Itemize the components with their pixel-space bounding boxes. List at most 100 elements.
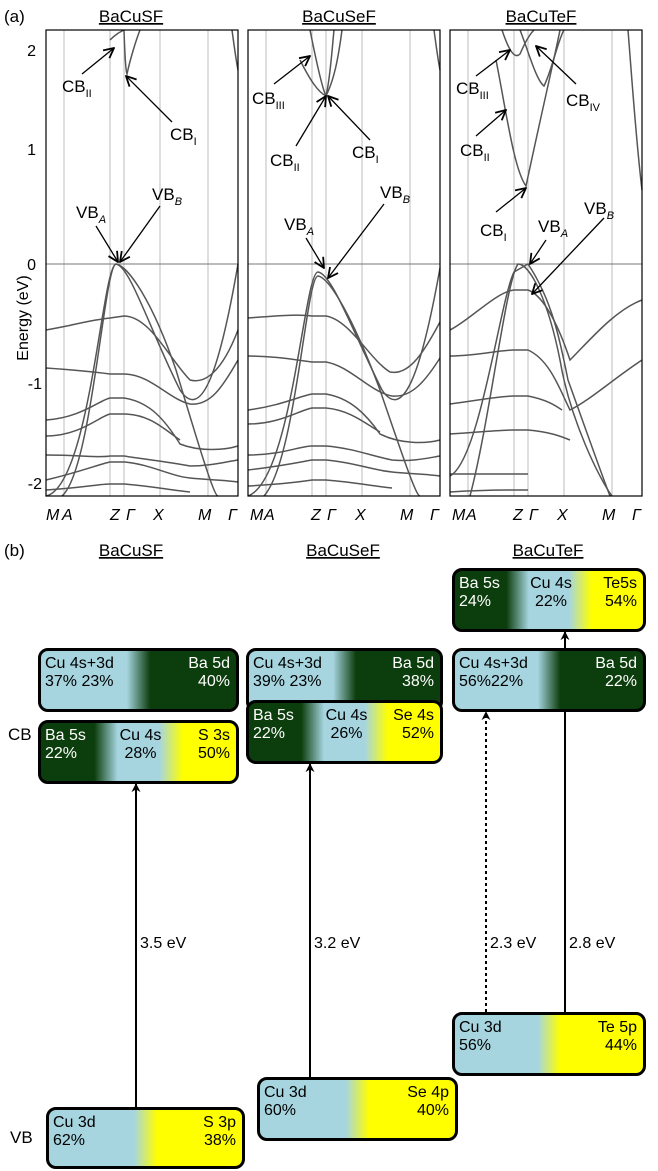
kpt-M: M [602,507,616,524]
y-tick-labels: 2 1 0 -1 -2 [27,43,42,493]
kpt-M: M [400,507,414,524]
orbital-percent: 22% [534,593,567,610]
y-tick-0: 0 [27,257,36,274]
level-title-bacusef: BaCuSeF [306,541,380,560]
ann-vba: VBA [284,215,314,238]
orbital-percent: 62% [53,1132,86,1149]
orbital-name: Te 5p [597,1019,637,1036]
orbital-segment: Te5s 54% [580,575,637,611]
ann-cb4: CBIV [566,91,601,114]
band-annotations: CBIII CBII CBI VBA VBB [252,56,410,278]
band-frame [449,29,643,497]
orbital-percent: 56%22% [459,673,524,690]
panel-b-label: (b) [4,541,25,560]
orbital-name: Te5s [603,575,637,592]
kpt-A: A [61,507,73,524]
orbital-box-bacusef-lower: Ba 5s 22% Cu 4s 26% Se 4s 52% [246,700,443,764]
kpt-Z: Z [310,507,322,524]
kpt-M: M [250,507,264,524]
orbital-percent: 22% [45,745,78,762]
ann-cb2: CBII [460,141,490,164]
orbital-segment: Cu 3d 56% [459,1019,549,1055]
band-panel-bacusf: BaCuSF CBII CBI VBA [45,7,239,497]
gap-label-bacusf: 3.5 eV [140,935,187,952]
band-annotations: CBIII CBIV CBII CBI VBA VBB [456,46,614,294]
band-title-bacutef: BaCuTeF [506,7,577,26]
orbital-name: Cu 3d [264,1084,307,1101]
level-title-bacutef: BaCuTeF [513,541,584,560]
kpt-Z: Z [512,507,524,524]
ann-cb1: CBI [352,143,379,166]
ann-vba: VBA [538,217,568,240]
cb-label: CB [8,725,32,744]
orbital-name: S 3p [203,1114,236,1131]
kpt-Gamma: Γ [430,507,440,524]
kpt-Gamma: Γ [228,507,238,524]
band-panel-bacutef: BaCuTeF CBIII CBIV CB [449,7,643,497]
ann-vbb: VBB [584,199,614,222]
orbital-box-bacusef-vb: Cu 3d 60% Se 4p 40% [257,1077,458,1141]
orbital-name: Cu 4s [119,727,162,744]
orbital-segment: Cu 3d 62% [53,1114,146,1150]
orbital-percent: 26% [330,725,363,742]
orbital-name: Ba 5s [253,707,294,724]
y-tick-minus2: -2 [28,476,42,493]
orbital-segment: Cu 4s 22% [522,575,581,611]
band-title-bacusef: BaCuSeF [302,7,376,26]
orbital-percent: 56% [459,1037,492,1054]
orbital-percent: 60% [264,1102,297,1119]
orbital-name: Ba 5d [392,655,434,672]
level-title-bacusf: BaCuSF [99,541,163,560]
orbital-segment: Cu 4s+3d 37% 23% [45,655,139,691]
ann-vba: VBA [76,203,106,226]
kpt-Gamma: Γ [529,507,539,524]
kpt-A: A [465,507,477,524]
band-frame [45,29,239,497]
orbital-segment: Cu 4s+3d 39% 23% [253,655,345,691]
kpt-Gamma: Γ [327,507,337,524]
orbital-percent: 44% [604,1037,637,1054]
band-panel-bacuseF: BaCuSeF CBIII CBII CB [247,7,441,497]
ann-cb1: CBI [480,221,507,244]
orbital-percent: 38% [401,673,434,690]
gap-label-bacusef: 3.2 eV [314,935,361,952]
orbital-segment: Ba 5s 22% [45,727,106,763]
kpt-Gamma: Γ [126,507,136,524]
orbital-box-bacutef-vb: Cu 3d 56% Te 5p 44% [452,1012,646,1076]
orbital-percent: 40% [416,1102,449,1119]
ann-vbb: VBB [380,183,410,206]
y-tick-minus1: -1 [28,376,42,393]
orbital-segment: Cu 4s 28% [110,727,171,763]
kpt-X: X [152,507,165,524]
kpt-A: A [263,507,275,524]
orbital-name: Se 4s [393,707,434,724]
orbital-segment: Ba 5d 40% [139,655,230,691]
ann-cb1: CBI [170,125,197,148]
orbital-name: Cu 3d [53,1114,96,1131]
orbital-percent: 52% [401,725,434,742]
band-title-bacusf: BaCuSF [99,7,163,26]
orbital-box-bacusf-vb: Cu 3d 62% S 3p 38% [46,1107,245,1169]
orbital-box-bacusf-lower: Ba 5s 22% Cu 4s 28% S 3s 50% [38,720,239,784]
orbital-percent: 54% [604,593,637,610]
kpoint-labels: M A Z Γ X M Γ M A Z Γ X M Γ M A Z Γ X M … [46,507,642,524]
orbital-segment: Cu 4s 26% [317,707,377,743]
orbital-segment: Cu 3d 60% [264,1084,358,1120]
orbital-name: Ba 5s [45,727,86,744]
band-frame [247,29,441,497]
orbital-name: Cu 4s+3d [253,655,322,672]
orbital-percent: 38% [203,1132,236,1149]
orbital-name: Ba 5d [188,655,230,672]
orbital-name: Cu 4s+3d [45,655,114,672]
band-curves [449,29,643,497]
orbital-name: Ba 5s [459,575,500,592]
orbital-percent: 22% [253,725,286,742]
ann-cb3: CBIII [456,79,489,102]
kpt-Gamma: Γ [632,507,642,524]
orbital-percent: 24% [459,593,492,610]
panel-a-label: (a) [4,7,25,26]
orbital-segment: Se 4p 40% [358,1084,449,1120]
vb-label: VB [10,1128,33,1147]
